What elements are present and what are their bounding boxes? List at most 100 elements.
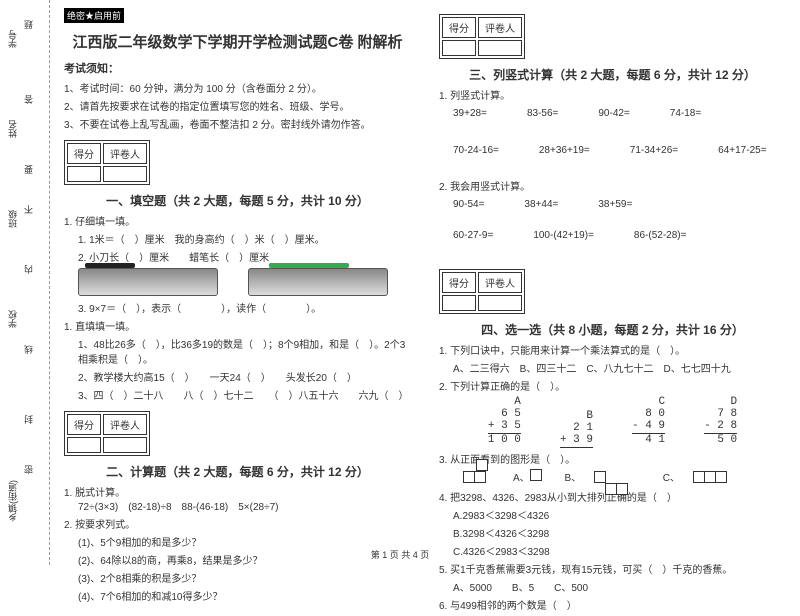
score-label: 评卷人: [103, 143, 147, 164]
score-box: 得分评卷人: [439, 14, 525, 59]
calc-grid: 39+28= 83-56= 90-42= 74-18= 70-24-16= 28…: [453, 108, 786, 156]
gutter-hint: 线: [22, 345, 35, 354]
question-sub: 1. 1米＝（ ）厘米 我的身高约（ ）米（ ）厘米。: [64, 231, 411, 246]
gutter-hint: 不: [22, 205, 35, 214]
gutter-hint: 要: [22, 165, 35, 174]
expr: 38+59=: [598, 199, 632, 210]
score-label: 得分: [442, 272, 476, 293]
expr: 60-27-9=: [453, 230, 493, 241]
question: 2. 按要求列式。: [64, 516, 411, 531]
gutter-hint: 密: [22, 465, 35, 474]
expr: 88-(46-18): [182, 502, 229, 513]
ruler-illustration: [78, 268, 411, 296]
score-label: 得分: [442, 17, 476, 38]
ruler-crayon: [248, 268, 388, 296]
left-column: 绝密★启用前 江西版二年级数学下学期开学检测试题C卷 附解析 考试须知： 1、考…: [50, 0, 425, 565]
right-column: 得分评卷人 三、列竖式计算（共 2 大题，每题 6 分，共计 12 分） 1. …: [425, 0, 800, 565]
expr: 90-54=: [453, 199, 484, 210]
question: 1. 下列口诀中，只能用来计算一个乘法算式的是（ ）。: [439, 342, 786, 357]
section-heading: 二、计算题（共 2 大题，每题 6 分，共计 12 分）: [64, 463, 411, 480]
page-root: 学号 姓名 班级 学校 乡镇(街道) 题 答 要 不 内 线 封 密 绝密★启用…: [0, 0, 800, 565]
expr: 38+44=: [524, 199, 558, 210]
question-sub: (3)、2个8相乘的积是多少？: [64, 570, 411, 585]
vcalc: D7 8- 2 85 0: [704, 396, 737, 446]
binding-gutter: 学号 姓名 班级 学校 乡镇(街道) 题 答 要 不 内 线 封 密: [0, 0, 50, 565]
vcalc: A6 5+ 3 51 0 0: [488, 396, 521, 446]
expr: 74-18=: [670, 108, 701, 119]
vcalc: C8 0- 4 94 1: [632, 396, 665, 446]
notice-line: 3、不要在试卷上乱写乱画，卷面不整洁扣 2 分。密封线外请勿作答。: [64, 116, 411, 131]
gutter-label: 乡镇(街道): [6, 480, 19, 522]
score-label: 评卷人: [478, 272, 522, 293]
score-label: 评卷人: [103, 414, 147, 435]
question: 1. 仔细填一填。: [64, 213, 411, 228]
question-sub: 1、48比26多（ ），比36多19的数是（ ）；8个9相加，和是（ ）。2个3…: [64, 336, 411, 366]
option: A.2983＜3298＜4326: [439, 507, 786, 522]
score-label: 得分: [67, 414, 101, 435]
expr: 100-(42+19)=: [533, 230, 594, 241]
question: 1. 列竖式计算。: [439, 87, 786, 102]
question: 2. 我会用竖式计算。: [439, 178, 786, 193]
page-footer: 第 1 页 共 4 页: [371, 548, 430, 561]
question: 5. 买1千克香蕉需要3元钱，现有15元钱，可买（ ）千克的香蕉。: [439, 561, 786, 576]
expr: 71-34+26=: [630, 145, 678, 156]
opt: A、: [513, 473, 530, 484]
gutter-hint: 内: [22, 265, 35, 274]
gutter-label: 学号: [6, 30, 19, 48]
opt: B、: [564, 473, 581, 484]
gutter-label: 姓名: [6, 120, 19, 138]
expr: 90-42=: [598, 108, 629, 119]
gutter-label: 班级: [6, 210, 19, 228]
expr: 83-56=: [527, 108, 558, 119]
expr: 64+17-25=: [718, 145, 766, 156]
section-heading: 一、填空题（共 2 大题，每题 5 分，共计 10 分）: [64, 192, 411, 209]
expr: 39+28=: [453, 108, 487, 119]
expr: 5×(28÷7): [238, 502, 278, 513]
gutter-hint: 题: [22, 20, 35, 29]
options: A、5000 B、5 C、500: [439, 579, 786, 594]
question: 6. 与499相邻的两个数是（ ）: [439, 597, 786, 612]
expr: 86-(52-28)=: [634, 230, 687, 241]
gutter-hint: 答: [22, 95, 35, 104]
calc-row: 72÷(3×3) (82-18)÷8 88-(46-18) 5×(28÷7): [78, 502, 411, 513]
option: B.3298＜4326＜3298: [439, 525, 786, 540]
section-heading: 三、列竖式计算（共 2 大题，每题 6 分，共计 12 分）: [439, 66, 786, 83]
gutter-hint: 封: [22, 415, 35, 424]
vertical-calcs: A6 5+ 3 51 0 0 B2 1+ 3 9 C8 0- 4 94 1 D7…: [439, 396, 786, 448]
calc-grid: 90-54= 38+44= 38+59= 60-27-9= 100-(42+19…: [453, 199, 786, 241]
question-sub: (4)、7个6相加的和减10得多少？: [64, 588, 411, 603]
question-sub: 2. 小刀长（ ）厘米 蜡笔长（ ）厘米: [64, 249, 411, 264]
question-sub: 2、教学楼大约高15（ ） 一天24（ ） 头发长20（ ）: [64, 369, 411, 384]
notice-line: 1、考试时间：60 分钟，满分为 100 分（含卷面分 2 分）。: [64, 80, 411, 95]
question: 2. 下列计算正确的是（ ）。: [439, 378, 786, 393]
vcalc: B2 1+ 3 9: [560, 410, 593, 448]
square-icon: [530, 469, 542, 481]
score-label: 得分: [67, 143, 101, 164]
expr: 28+36+19=: [539, 145, 590, 156]
ruler-knife: [78, 268, 218, 296]
notice-line: 2、请首先按要求在试卷的指定位置填写您的姓名、班级、学号。: [64, 98, 411, 113]
opt: C、: [663, 473, 680, 484]
expr: (82-18)÷8: [128, 502, 171, 513]
option: C.4326＜2983＜3298: [439, 543, 786, 558]
question-sub: (1)、5个9相加的和是多少？: [64, 534, 411, 549]
question-sub: 3. 9×7＝（ ），表示（ ），读作（ ）。: [64, 300, 411, 315]
notice-heading: 考试须知：: [64, 60, 411, 76]
row-icon: [693, 471, 727, 486]
shape-options: A、 B、 C、: [439, 469, 786, 486]
question: 1. 直填填一填。: [64, 318, 411, 333]
secret-tag: 绝密★启用前: [64, 8, 124, 23]
gutter-label: 学校: [6, 310, 19, 328]
score-label: 评卷人: [478, 17, 522, 38]
question: 1. 脱式计算。: [64, 484, 411, 499]
score-box: 得分评卷人: [439, 269, 525, 314]
score-box: 得分评卷人: [64, 140, 150, 185]
question-sub: 3、四（ ）二十八 八（ ）七十二 （ ）八五十六 六九（ ）: [64, 387, 411, 402]
cube-icon: [463, 471, 501, 486]
expr: 72÷(3×3): [78, 502, 118, 513]
paper-title: 江西版二年级数学下学期开学检测试题C卷 附解析: [64, 31, 411, 52]
lshape-icon: [594, 471, 630, 486]
question: 3. 从正面看到的图形是（ ）。: [439, 451, 786, 466]
options: A、二三得六 B、四三十二 C、八九七十二 D、七七四十九: [439, 360, 786, 375]
score-box: 得分评卷人: [64, 411, 150, 456]
